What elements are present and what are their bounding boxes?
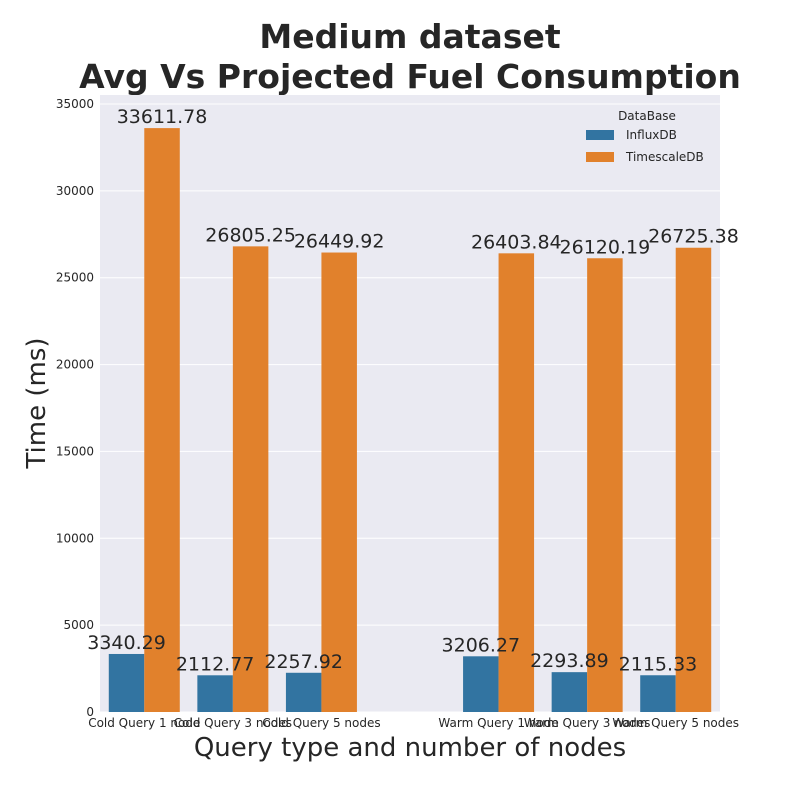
bar-influxdb [551, 672, 588, 712]
y-tick-label: 5000 [63, 618, 94, 632]
legend-swatch-timescaledb [586, 152, 614, 162]
bar-influxdb [640, 675, 676, 712]
data-label: 2293.89 [530, 650, 609, 672]
x-tick-label: Warm Query 3 nodes [524, 716, 651, 730]
data-label: 3340.29 [87, 632, 166, 654]
y-tick-label: 0 [86, 705, 94, 719]
bar-timescaledb [321, 252, 357, 712]
bar-timescaledb [232, 246, 269, 713]
x-tick-label: Cold Query 5 nodes [262, 716, 380, 730]
bar-timescaledb [587, 258, 623, 712]
legend-label-influxdb: InfluxDB [626, 128, 677, 142]
x-axis-label: Query type and number of nodes [194, 733, 626, 763]
y-tick-label: 10000 [56, 531, 94, 545]
data-label: 26120.19 [560, 236, 651, 258]
x-tick-label: Cold Query 1 node [88, 716, 200, 730]
plot-area [100, 95, 720, 712]
y-tick-label: 15000 [56, 444, 94, 458]
bar-timescaledb [144, 128, 180, 713]
legend-label-timescaledb: TimescaleDB [625, 150, 704, 164]
data-label: 26725.38 [648, 226, 739, 248]
bar-influxdb [285, 672, 322, 712]
data-label: 26805.25 [205, 224, 296, 246]
data-label: 2257.92 [264, 651, 343, 673]
bar-timescaledb [498, 253, 535, 712]
bars [108, 128, 712, 713]
legend-swatch-influxdb [586, 130, 614, 140]
x-tick-label: Warm Query 5 nodes [612, 716, 739, 730]
data-label: 33611.78 [117, 106, 208, 128]
data-label: 2112.77 [176, 653, 255, 675]
gridlines [100, 103, 720, 713]
y-tick-label: 35000 [56, 97, 94, 111]
bar-influxdb [463, 656, 499, 712]
data-label: 26403.84 [471, 231, 562, 253]
y-tick-labels: 0 5000 10000 15000 20000 25000 30000 35000 [56, 97, 94, 719]
y-axis-label: Time (ms) [22, 337, 52, 469]
y-tick-label: 20000 [56, 358, 94, 372]
legend-title: DataBase [618, 109, 676, 123]
chart-title-line-2: Avg Vs Projected Fuel Consumption [79, 57, 741, 96]
bar-timescaledb [675, 247, 712, 712]
y-tick-label: 30000 [56, 184, 94, 198]
data-labels: 3340.29 2112.77 2257.92 3206.27 2293.89 2115.… [87, 106, 739, 675]
legend: DataBase InfluxDB TimescaleDB [586, 109, 704, 164]
x-tick-label: Cold Query 3 nodes [174, 716, 292, 730]
chart-title-line-1: Medium dataset [259, 17, 560, 56]
bar-influxdb [197, 675, 233, 712]
x-tick-label: Warm Query 1 node [438, 716, 558, 730]
data-label: 2115.33 [619, 653, 698, 675]
bar-influxdb [108, 653, 145, 712]
y-tick-label: 25000 [56, 271, 94, 285]
data-label: 3206.27 [442, 634, 521, 656]
data-label: 26449.92 [294, 231, 385, 253]
